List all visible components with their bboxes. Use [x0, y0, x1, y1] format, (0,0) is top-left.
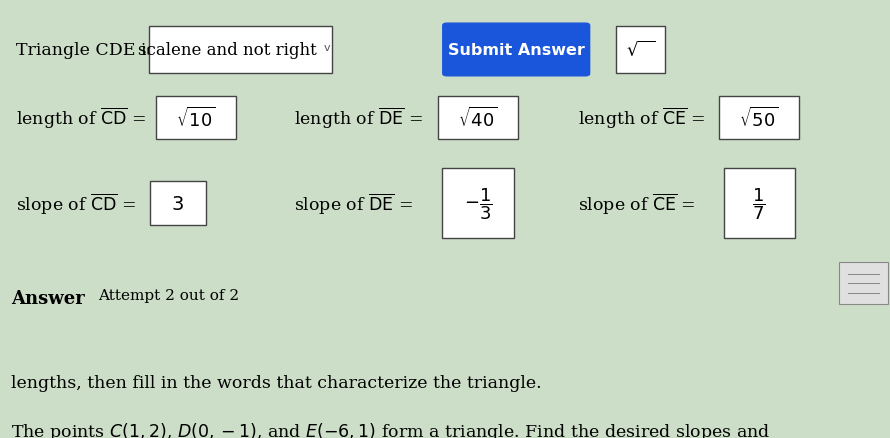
Text: length of $\overline{\mathrm{CD}}$ =: length of $\overline{\mathrm{CD}}$ = — [16, 106, 146, 131]
FancyBboxPatch shape — [150, 27, 332, 73]
Text: Triangle CDE is: Triangle CDE is — [16, 42, 156, 59]
Text: $\sqrt{10}$: $\sqrt{10}$ — [176, 106, 215, 131]
Text: slope of $\overline{\mathrm{CD}}$ =: slope of $\overline{\mathrm{CD}}$ = — [16, 191, 136, 216]
Text: v: v — [324, 43, 330, 53]
Text: Submit Answer: Submit Answer — [448, 43, 585, 58]
Text: slope of $\overline{\mathrm{CE}}$ =: slope of $\overline{\mathrm{CE}}$ = — [578, 191, 696, 216]
Text: $\sqrt{\ \ }$: $\sqrt{\ \ }$ — [626, 41, 656, 60]
FancyBboxPatch shape — [839, 263, 888, 304]
Text: $\dfrac{1}{7}$: $\dfrac{1}{7}$ — [752, 186, 766, 222]
FancyBboxPatch shape — [442, 169, 514, 239]
Text: The points $C(1, 2)$, $D(0, -1)$, and $E(-6, 1)$ form a triangle. Find the desir: The points $C(1, 2)$, $D(0, -1)$, and $E… — [11, 420, 770, 438]
Text: $-\dfrac{1}{3}$: $-\dfrac{1}{3}$ — [464, 186, 492, 222]
FancyBboxPatch shape — [617, 27, 666, 73]
FancyBboxPatch shape — [156, 96, 236, 140]
FancyBboxPatch shape — [442, 24, 590, 77]
Text: $\sqrt{40}$: $\sqrt{40}$ — [458, 106, 498, 131]
Text: length of $\overline{\mathrm{CE}}$ =: length of $\overline{\mathrm{CE}}$ = — [578, 106, 706, 131]
Text: $\sqrt{50}$: $\sqrt{50}$ — [740, 106, 779, 131]
Text: 3: 3 — [172, 194, 184, 213]
Text: Answer: Answer — [11, 289, 85, 307]
FancyBboxPatch shape — [724, 169, 795, 239]
Text: Attempt 2 out of 2: Attempt 2 out of 2 — [98, 288, 239, 302]
Text: slope of $\overline{\mathrm{DE}}$ =: slope of $\overline{\mathrm{DE}}$ = — [294, 191, 413, 216]
FancyBboxPatch shape — [719, 96, 799, 140]
Text: scalene and not right: scalene and not right — [138, 42, 316, 59]
FancyBboxPatch shape — [438, 96, 518, 140]
Text: lengths, then fill in the words that characterize the triangle.: lengths, then fill in the words that cha… — [11, 374, 541, 392]
Text: length of $\overline{\mathrm{DE}}$ =: length of $\overline{\mathrm{DE}}$ = — [294, 106, 423, 131]
FancyBboxPatch shape — [150, 182, 206, 226]
